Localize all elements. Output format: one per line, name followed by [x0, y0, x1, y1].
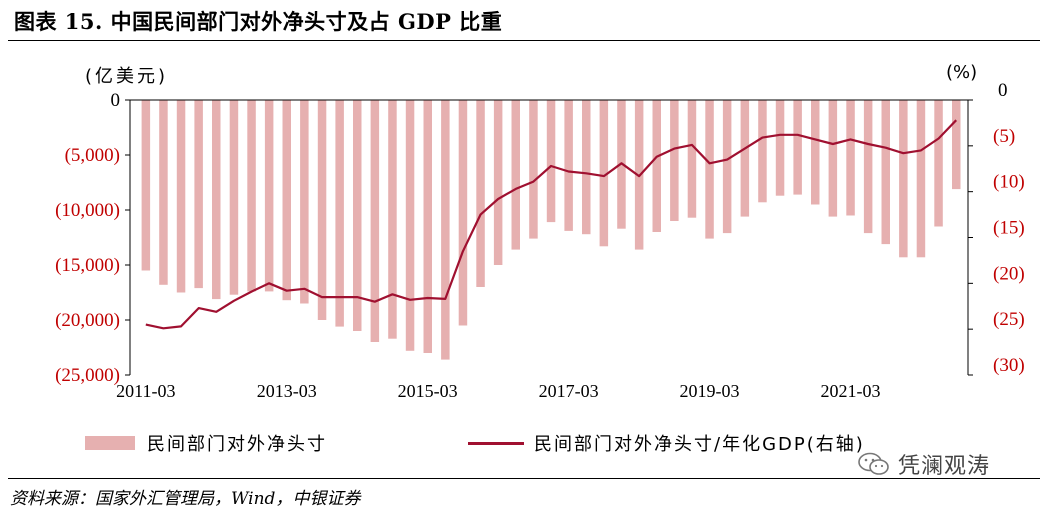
x-tick-label: 2021-03 — [820, 381, 880, 401]
bar — [317, 100, 327, 320]
bar — [511, 100, 520, 250]
bar — [564, 100, 573, 231]
axes — [125, 99, 973, 376]
ratio-line — [145, 119, 957, 330]
bar — [740, 100, 750, 217]
bar — [405, 100, 415, 351]
x-tick-label: 2017-03 — [539, 381, 599, 401]
right-tick-label: (10) — [993, 172, 1025, 193]
source-note: 资料来源：国家外汇管理局，Wind，中银证券 — [10, 489, 361, 509]
bar — [194, 100, 203, 289]
right-axis-unit: (%) — [946, 62, 978, 83]
bar — [846, 100, 855, 216]
legend-line-swatch — [468, 441, 524, 445]
bar — [599, 100, 609, 247]
right-tick-label: (20) — [993, 263, 1025, 284]
chart-canvas: 0 (5,000) (10,000) (15,000) (20,000) (25,000)… — [55, 80, 1025, 401]
line-series — [145, 119, 957, 330]
bar — [353, 100, 362, 331]
legend-bar-swatch — [85, 436, 135, 450]
bar — [775, 100, 785, 196]
left-tick-label: (10,000) — [55, 200, 120, 221]
x-tick-label: 2015-03 — [398, 381, 458, 401]
right-tick-label: (25) — [993, 309, 1025, 330]
bar — [670, 100, 679, 221]
x-tick-label: 2011-03 — [116, 381, 175, 401]
bar — [300, 100, 309, 304]
right-tick-label: 0 — [998, 80, 1008, 101]
bar — [247, 100, 256, 292]
right-tick-label: (15) — [993, 218, 1025, 239]
bar — [828, 100, 838, 217]
left-tick-label: (20,000) — [55, 310, 120, 331]
bar — [229, 100, 239, 295]
bar — [758, 100, 767, 203]
bar — [811, 100, 820, 205]
wechat-icon — [858, 452, 889, 475]
bar — [282, 100, 291, 301]
bar — [934, 100, 943, 227]
bar — [141, 100, 151, 271]
left-tick-label: 0 — [111, 90, 121, 111]
bar-series — [141, 100, 961, 360]
bar — [212, 100, 221, 300]
bar — [388, 100, 397, 339]
legend-line-label: 民间部门对外净头寸/年化GDP(右轴) — [534, 434, 865, 455]
bar — [705, 100, 714, 239]
left-axis-unit: (亿美元) — [85, 66, 169, 87]
bar — [899, 100, 908, 258]
bar — [441, 100, 450, 360]
x-tick-label: 2013-03 — [257, 381, 317, 401]
right-tick-label: (30) — [993, 355, 1025, 376]
bar — [916, 100, 926, 258]
bar — [582, 100, 591, 235]
bar — [722, 100, 732, 234]
title-rule — [8, 40, 1040, 41]
left-tick-label: (5,000) — [65, 145, 120, 166]
bar — [458, 100, 468, 326]
bar — [176, 100, 186, 293]
bar — [652, 100, 661, 232]
bar — [863, 100, 873, 234]
bar — [546, 100, 556, 223]
bar — [423, 100, 432, 353]
bar — [264, 100, 274, 292]
tick-labels: 0 (5,000) (10,000) (15,000) (20,000) (25,000)… — [55, 80, 1025, 401]
chart-title: 图表 15. 中国民间部门对外净头寸及占 GDP 比重 — [14, 9, 503, 34]
x-tick-label: 2019-03 — [680, 381, 740, 401]
bar — [159, 100, 168, 285]
bar — [687, 100, 697, 218]
bar — [793, 100, 802, 195]
bar — [476, 100, 485, 287]
bar — [881, 100, 890, 245]
source-rule — [8, 478, 1040, 479]
bar — [493, 100, 503, 265]
watermark-text: 凭澜观涛 — [898, 454, 991, 479]
right-tick-label: (5) — [993, 126, 1015, 147]
legend-line: 民间部门对外净头寸/年化GDP(右轴) — [468, 430, 865, 456]
legend-bar: 民间部门对外净头寸 — [85, 430, 327, 456]
left-tick-label: (25,000) — [55, 365, 120, 386]
bar — [370, 100, 380, 342]
left-tick-label: (15,000) — [55, 255, 120, 276]
bar — [335, 100, 344, 327]
legend-bar-label: 民间部门对外净头寸 — [147, 434, 327, 455]
bar — [529, 100, 538, 239]
watermark: 凭澜观涛 — [858, 448, 990, 480]
bar — [952, 100, 961, 190]
